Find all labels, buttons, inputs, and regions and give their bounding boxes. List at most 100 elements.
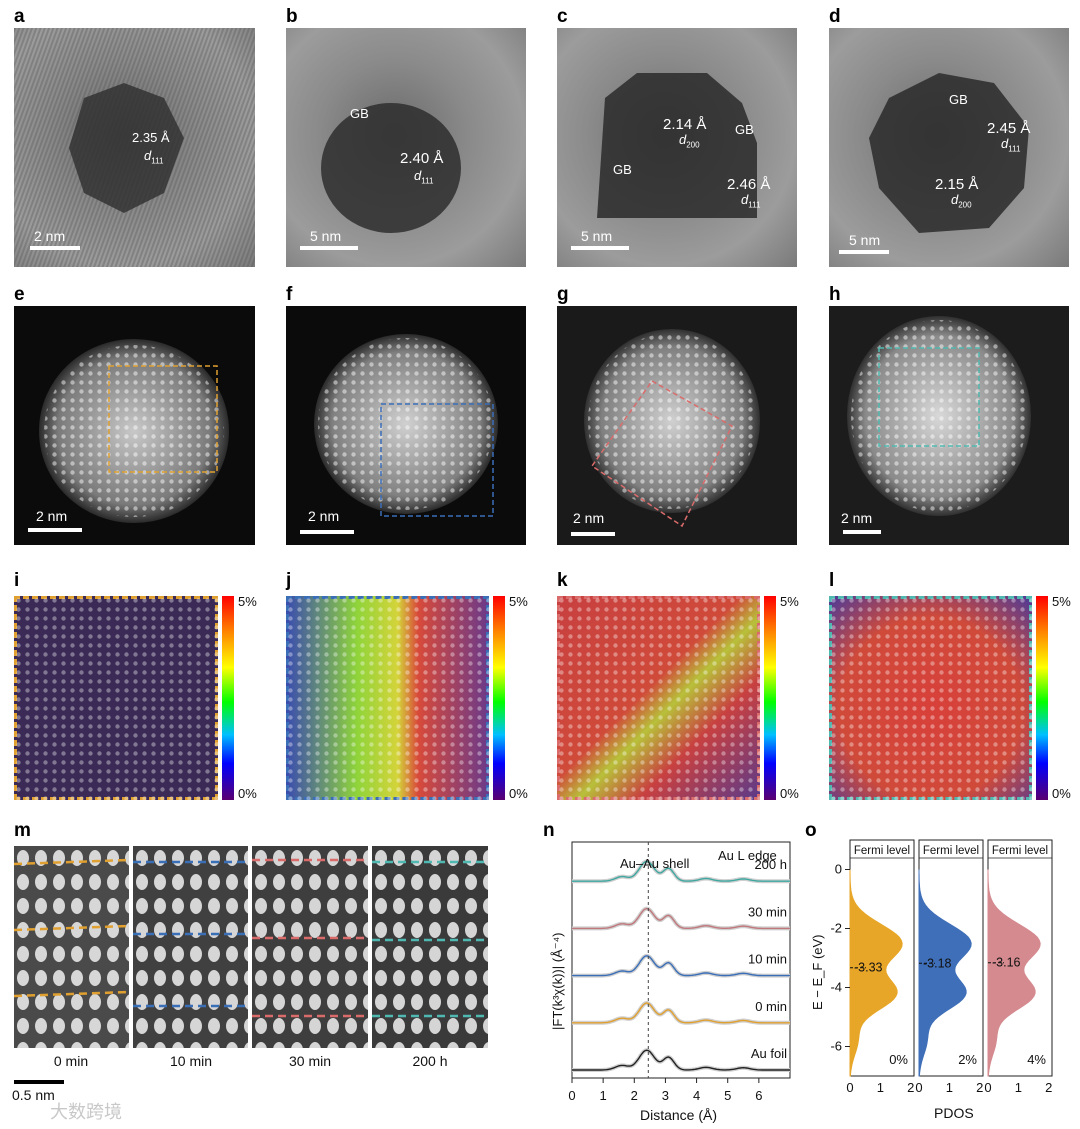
lattice-strip-0min: [14, 846, 129, 1048]
scale-label: 5 nm: [849, 232, 881, 248]
series-label: Au foil: [751, 1046, 787, 1061]
scale-label: 0.5 nm: [12, 1087, 55, 1103]
lattice-strip-30min: [252, 846, 368, 1048]
tem-image-d: GB 2.45 Å d111 2.15 Å d200 5 nm: [829, 28, 1069, 267]
x-tick-label: 0: [915, 1080, 922, 1095]
y-tick-label: -6: [830, 1039, 842, 1054]
series-line: [572, 955, 790, 977]
plot-frame: [571, 841, 791, 1079]
x-tick-label: 2: [1045, 1080, 1052, 1095]
strain-map-k: [557, 596, 760, 800]
panel-label-i: i: [14, 570, 20, 591]
strain-label: 4%: [1027, 1052, 1046, 1067]
scale-bar: [14, 1080, 64, 1084]
x-tick-label: 1: [877, 1080, 884, 1095]
pdos-area: [849, 869, 903, 1077]
fermi-label: Fermi level: [854, 845, 910, 857]
exafs-chart: Au–Au shell Au L edge 200 h 30 min 10 min 0…: [550, 841, 791, 1123]
spacing-note-200: 2.15 Å: [935, 176, 979, 193]
scale-label: 2 nm: [308, 508, 340, 524]
time-label: 200 h: [412, 1053, 448, 1069]
scale-label: 2 nm: [34, 228, 66, 244]
series-label: 200 h: [754, 857, 787, 872]
x-axis-label: Distance (Å): [640, 1107, 717, 1123]
scale-bar: [300, 246, 358, 250]
scale-bar: [300, 530, 354, 534]
annotation-shell: Au–Au shell: [620, 856, 689, 871]
colorbar-i: [222, 596, 234, 800]
series-label: 10 min: [748, 952, 787, 967]
series-line: [572, 907, 790, 930]
pdos-area: [987, 869, 1041, 1077]
panel-label-b: b: [286, 6, 298, 27]
scale-label: 2 nm: [36, 508, 68, 524]
x-tick-label: 1: [946, 1080, 953, 1095]
spacing-note-111: 2.46 Å: [727, 176, 771, 193]
d-band-center-label: -3.16: [992, 956, 1021, 970]
d-band-center-label: -3.33: [854, 961, 883, 975]
panel-label-n: n: [543, 820, 555, 841]
scale-label: 5 nm: [581, 228, 613, 244]
annotation-edge: Au L edge: [718, 848, 777, 863]
scale-bar: [571, 532, 615, 536]
colorbar-min: 0%: [238, 786, 257, 801]
pdos-area: [918, 869, 972, 1077]
x-tick-label: 1: [1015, 1080, 1022, 1095]
x-tick-label: 0: [568, 1088, 575, 1103]
time-label: 10 min: [169, 1053, 213, 1069]
strain-map-l: [829, 596, 1032, 800]
colorbar-max: 5%: [1052, 594, 1071, 609]
strain-map-j: [286, 596, 489, 800]
x-tick-label: 4: [693, 1088, 700, 1103]
panel-label-d: d: [829, 6, 841, 27]
time-label: 0 min: [53, 1053, 89, 1069]
colorbar-max: 5%: [780, 594, 799, 609]
panel-label-k: k: [557, 570, 568, 591]
spacing-note: 2.35 Å: [132, 130, 170, 145]
panel-label-m: m: [14, 820, 31, 841]
panel-label-j: j: [286, 570, 292, 591]
y-tick-label: 0: [835, 862, 842, 877]
panel-label-o: o: [805, 820, 817, 841]
x-tick-label: 3: [662, 1088, 669, 1103]
panel-label-c: c: [557, 6, 568, 27]
plane-note: d111: [741, 192, 761, 210]
stem-image-e: 2 nm: [14, 306, 255, 545]
series-label: 30 min: [748, 904, 787, 919]
d-band-center-label: -3.18: [923, 956, 952, 970]
scale-label: 2 nm: [573, 510, 605, 526]
y-axis-label: |FT(k³χ(k))| (Å⁻⁴): [550, 933, 565, 1031]
scale-bar: [28, 528, 82, 532]
series-line: [572, 860, 790, 882]
x-tick-label: 6: [755, 1088, 762, 1103]
panel-label-f: f: [286, 284, 293, 305]
panel-label-e: e: [14, 284, 25, 305]
strain-label: 0%: [889, 1052, 908, 1067]
series-line: [572, 1002, 790, 1024]
plane-note: d200: [679, 132, 700, 150]
panel-label-h: h: [829, 284, 841, 305]
scale-label: 2 nm: [841, 510, 873, 526]
pdos-chart: Fermi level -3.33 0% 0 1 2 Fermi level -3.18 2% 0…: [810, 839, 1053, 1121]
strain-label: 2%: [958, 1052, 977, 1067]
x-tick-label: 2: [907, 1080, 914, 1095]
fermi-label: Fermi level: [992, 845, 1048, 857]
scale-bar: [30, 246, 80, 250]
colorbar-min: 0%: [1052, 786, 1071, 801]
colorbar-min: 0%: [780, 786, 799, 801]
scale-label: 5 nm: [310, 228, 342, 244]
spacing-note-200: 2.14 Å: [663, 116, 707, 133]
colorbar-max: 5%: [238, 594, 257, 609]
x-tick-label: 5: [724, 1088, 731, 1103]
spacing-note: 2.40 Å: [400, 150, 444, 167]
colorbar-j: [493, 596, 505, 800]
plane-note: d111: [144, 148, 164, 166]
y-axis-label: E − E_F (eV): [810, 935, 825, 1011]
tem-image-b: GB 2.40 Å d111 5 nm: [286, 28, 526, 267]
stem-image-h: 2 nm: [829, 306, 1069, 545]
tem-image-a: 2.35 Å d111 2 nm: [14, 28, 255, 267]
spacing-note-111: 2.45 Å: [987, 120, 1031, 137]
y-tick-label: -2: [830, 921, 842, 936]
stem-image-f: 2 nm: [286, 306, 526, 545]
plane-note: d111: [414, 168, 434, 186]
